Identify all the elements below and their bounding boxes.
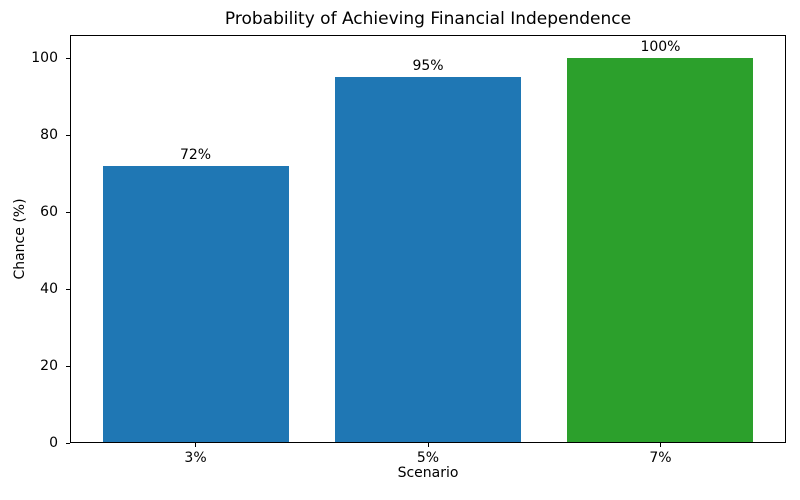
- y-tick-label: 20: [40, 358, 58, 375]
- bar: [567, 58, 754, 442]
- x-tick-label: 7%: [649, 450, 672, 466]
- y-tick-mark: [66, 57, 70, 59]
- y-tick-label: 80: [40, 127, 58, 144]
- y-tick-mark: [66, 134, 70, 136]
- y-tick-label: 100: [31, 50, 58, 67]
- bar: [335, 77, 521, 442]
- bar: [102, 165, 289, 442]
- x-tick-mark: [195, 443, 197, 447]
- y-tick-mark: [66, 211, 70, 213]
- y-tick-mark: [66, 365, 70, 367]
- x-tick-mark: [427, 443, 429, 447]
- y-tick-mark: [66, 442, 70, 444]
- x-axis-label: Scenario: [397, 465, 459, 481]
- x-tick-mark: [659, 443, 661, 447]
- bar-value-label: 95%: [412, 58, 444, 75]
- y-tick-label: 60: [40, 204, 58, 221]
- chart-title: Probability of Achieving Financial Indep…: [224, 9, 632, 29]
- bar-value-label: 100%: [640, 39, 681, 56]
- y-tick-mark: [66, 288, 70, 290]
- x-tick-label: 3%: [184, 450, 207, 466]
- y-tick-label: 0: [49, 435, 58, 451]
- bar-value-label: 72%: [179, 146, 212, 163]
- y-tick-label: 40: [40, 281, 58, 298]
- x-tick-label: 5%: [416, 450, 440, 466]
